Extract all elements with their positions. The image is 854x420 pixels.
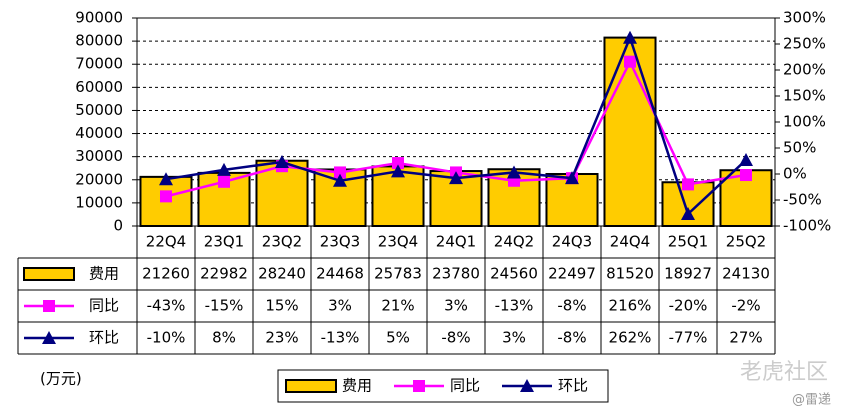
unit-label: (万元): [40, 370, 82, 388]
table-cell: 8%: [212, 329, 236, 347]
y-tick-label: 90000: [75, 9, 123, 27]
table-cell: -13%: [321, 329, 360, 347]
table-cell: 22982: [200, 265, 248, 283]
y2-tick-label: 100%: [783, 113, 826, 131]
table-cell: 3%: [502, 329, 526, 347]
table-cell: 15%: [265, 297, 298, 315]
legend-swatch: [23, 267, 75, 281]
table-cell: -8%: [557, 297, 586, 315]
point: [449, 171, 463, 185]
legend-marker: [413, 380, 425, 392]
point: [565, 171, 579, 185]
point: [334, 166, 346, 179]
y2-tick-label: 150%: [783, 87, 826, 105]
y-tick-label: 80000: [75, 32, 123, 50]
y-tick-label: 20000: [75, 170, 123, 188]
table-cell: -77%: [669, 329, 708, 347]
table-cell: 81520: [606, 265, 654, 283]
point: [275, 155, 289, 169]
table-cell: 24560: [490, 265, 538, 283]
table-cell: -10%: [147, 329, 186, 347]
table-cell: 24468: [316, 265, 364, 283]
x-tick-label: 24Q1: [436, 233, 476, 251]
point: [739, 152, 753, 166]
y2-tick-label: 50%: [783, 139, 816, 157]
y2-tick-label: 200%: [783, 61, 826, 79]
table-cell: 5%: [386, 329, 410, 347]
y2-tick-label: 250%: [783, 35, 826, 53]
x-tick-label: 22Q4: [146, 233, 186, 251]
y-tick-label: 30000: [75, 147, 123, 165]
y-tick-label: 0: [113, 217, 123, 235]
x-tick-label: 25Q2: [726, 233, 766, 251]
y-tick-label: 10000: [75, 193, 123, 211]
table-cell: 25783: [374, 265, 422, 283]
legend-label: 费用: [342, 377, 372, 395]
y2-tick-label: 300%: [783, 9, 826, 27]
x-tick-label: 23Q4: [378, 233, 418, 251]
legend-swatch: [285, 379, 337, 393]
table-cell: -8%: [441, 329, 470, 347]
row-label: 费用: [89, 265, 119, 283]
y2-tick-label: 0%: [783, 165, 807, 183]
x-tick-label: 23Q2: [262, 233, 302, 251]
point: [159, 172, 173, 186]
table-cell: 21260: [142, 265, 190, 283]
point: [218, 175, 230, 188]
legend-label: 环比: [558, 377, 588, 395]
point: [624, 55, 636, 68]
point: [392, 157, 404, 170]
y-tick-label: 40000: [75, 124, 123, 142]
point: [217, 162, 231, 176]
point: [391, 164, 405, 178]
source: @雷递: [792, 393, 831, 408]
table-cell: -15%: [205, 297, 244, 315]
legend-label: 同比: [450, 377, 480, 395]
x-tick-label: 24Q3: [552, 233, 592, 251]
table-cell: 216%: [609, 297, 652, 315]
table-cell: 3%: [328, 297, 352, 315]
y-tick-label: 50000: [75, 101, 123, 119]
table-cell: 3%: [444, 297, 468, 315]
legend-marker: [42, 331, 56, 344]
table-cell: 28240: [258, 265, 306, 283]
x-tick-label: 24Q2: [494, 233, 534, 251]
table-cell: -2%: [731, 297, 760, 315]
table-cell: -20%: [669, 297, 708, 315]
table-cell: 23%: [265, 329, 298, 347]
x-tick-label: 23Q3: [320, 233, 360, 251]
table-cell: -8%: [557, 329, 586, 347]
table-cell: 27%: [729, 329, 762, 347]
point: [623, 30, 637, 44]
table-cell: 24130: [722, 265, 770, 283]
table-cell: -43%: [147, 297, 186, 315]
point: [682, 178, 694, 191]
point: [160, 190, 172, 203]
y2-tick-label: -50%: [783, 191, 822, 209]
y2-tick-label: -100%: [783, 217, 831, 235]
point: [740, 169, 752, 182]
legend-marker: [520, 379, 534, 392]
x-tick-label: 23Q1: [204, 233, 244, 251]
table-cell: 23780: [432, 265, 480, 283]
y-tick-label: 70000: [75, 55, 123, 73]
row-label: 同比: [89, 297, 119, 315]
y-tick-label: 60000: [75, 78, 123, 96]
point: [333, 173, 347, 187]
bar: [545, 173, 599, 227]
legend-box: [277, 369, 609, 403]
table-cell: 18927: [664, 265, 712, 283]
point: [681, 207, 695, 221]
table-cell: -13%: [495, 297, 534, 315]
x-tick-label: 25Q1: [668, 233, 708, 251]
point: [507, 165, 521, 179]
table-cell: 21%: [381, 297, 414, 315]
watermark: 老虎社区: [740, 360, 828, 385]
row-label: 环比: [89, 329, 119, 347]
table-cell: 22497: [548, 265, 596, 283]
x-tick-label: 24Q4: [610, 233, 650, 251]
table-cell: 262%: [609, 329, 652, 347]
legend-marker: [43, 300, 55, 312]
